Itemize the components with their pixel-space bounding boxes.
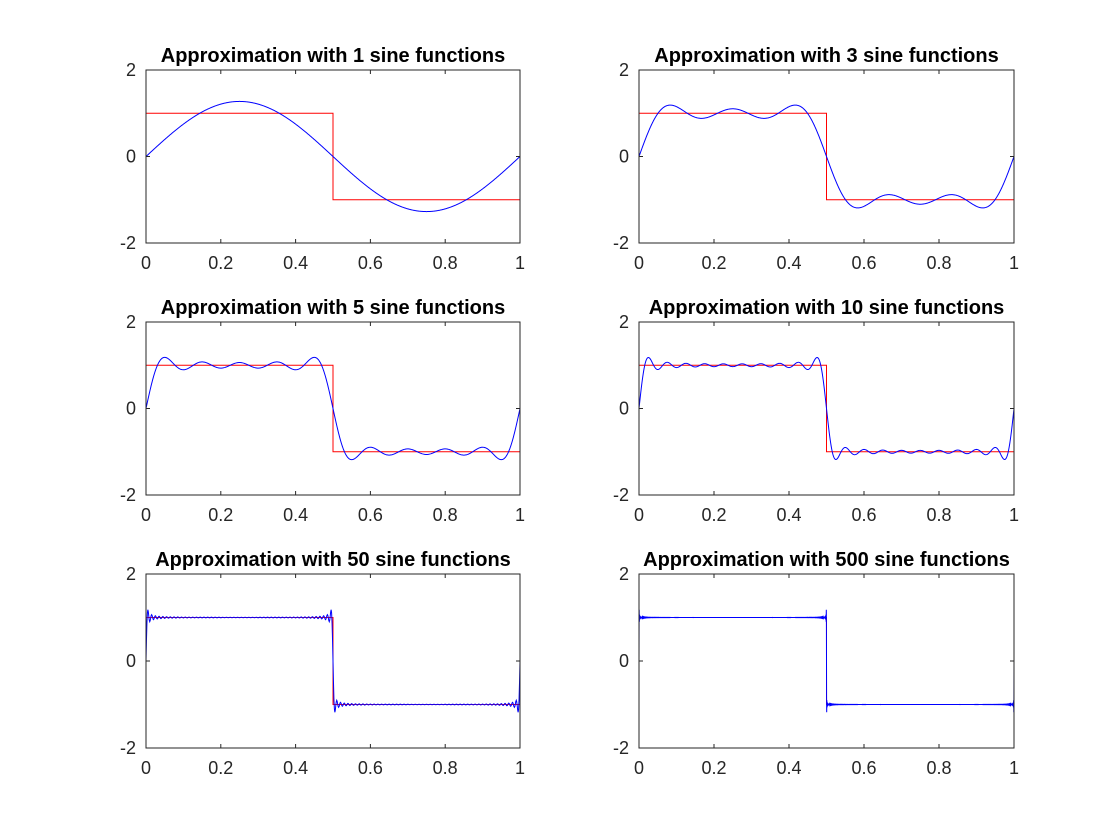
x-tick-label: 0.4	[776, 505, 801, 525]
x-tick-label: 0.2	[701, 505, 726, 525]
x-tick-label: 0.8	[926, 253, 951, 273]
x-tick-label: 0	[141, 253, 151, 273]
y-tick-label: -2	[120, 738, 136, 758]
x-tick-label: 0.6	[358, 253, 383, 273]
y-tick-label: 0	[619, 147, 629, 167]
x-tick-label: 0.4	[283, 758, 308, 778]
y-tick-label: 0	[619, 399, 629, 419]
y-tick-label: 0	[126, 399, 136, 419]
y-tick-label: 2	[126, 60, 136, 80]
x-tick-label: 0.6	[851, 253, 876, 273]
x-tick-label: 0.2	[701, 253, 726, 273]
x-tick-label: 1	[515, 758, 525, 778]
fourier-approximation-line	[639, 609, 1014, 713]
x-tick-label: 0.8	[433, 253, 458, 273]
x-tick-label: 1	[1009, 758, 1019, 778]
x-tick-label: 0.6	[358, 505, 383, 525]
fourier-approximation-line	[146, 609, 520, 713]
y-tick-label: -2	[613, 233, 629, 253]
x-tick-label: 0	[141, 505, 151, 525]
y-tick-label: -2	[120, 233, 136, 253]
x-tick-label: 0.2	[208, 505, 233, 525]
x-tick-label: 1	[515, 505, 525, 525]
y-tick-label: 0	[126, 147, 136, 167]
x-tick-label: 0	[634, 505, 644, 525]
y-tick-label: 2	[619, 564, 629, 584]
x-tick-label: 0.4	[283, 253, 308, 273]
x-tick-label: 1	[1009, 253, 1019, 273]
x-tick-label: 0.8	[926, 505, 951, 525]
subplot-title: Approximation with 5 sine functions	[161, 297, 505, 319]
plot-area	[639, 356, 1014, 461]
plot-area	[639, 609, 1014, 713]
fourier-approximation-line	[639, 104, 1014, 209]
subplot-title: Approximation with 10 sine functions	[649, 297, 1005, 319]
x-tick-label: 0.2	[208, 758, 233, 778]
x-tick-label: 0.6	[851, 505, 876, 525]
subplot-title: Approximation with 50 sine functions	[155, 549, 511, 571]
x-tick-label: 0.8	[926, 758, 951, 778]
y-tick-label: 2	[619, 60, 629, 80]
x-tick-label: 0.8	[433, 505, 458, 525]
x-tick-label: 0	[141, 758, 151, 778]
subplot-title: Approximation with 500 sine functions	[643, 549, 1010, 571]
x-tick-label: 0.2	[701, 758, 726, 778]
subplot-title: Approximation with 3 sine functions	[654, 45, 998, 67]
x-tick-label: 1	[515, 253, 525, 273]
x-tick-label: 0.8	[433, 758, 458, 778]
y-tick-label: 2	[619, 312, 629, 332]
y-tick-label: 0	[126, 651, 136, 671]
fourier-approximation-line	[639, 356, 1014, 461]
plot-area	[639, 104, 1014, 209]
x-tick-label: 0.2	[208, 253, 233, 273]
y-tick-label: 0	[619, 651, 629, 671]
fourier-approximation-line	[146, 100, 520, 213]
x-tick-label: 0	[634, 253, 644, 273]
y-tick-label: 2	[126, 312, 136, 332]
x-tick-label: 0	[634, 758, 644, 778]
y-tick-label: -2	[613, 738, 629, 758]
x-tick-label: 0.6	[358, 758, 383, 778]
fourier-approximation-line	[146, 356, 520, 461]
x-tick-label: 1	[1009, 505, 1019, 525]
subplot-title: Approximation with 1 sine functions	[161, 45, 505, 67]
y-tick-label: 2	[126, 564, 136, 584]
y-tick-label: -2	[120, 485, 136, 505]
y-tick-label: -2	[613, 485, 629, 505]
x-tick-label: 0.4	[776, 758, 801, 778]
x-tick-label: 0.6	[851, 758, 876, 778]
plot-area	[146, 609, 520, 713]
plot-area	[146, 100, 520, 213]
x-tick-label: 0.4	[283, 505, 308, 525]
x-tick-label: 0.4	[776, 253, 801, 273]
plot-area	[146, 356, 520, 461]
